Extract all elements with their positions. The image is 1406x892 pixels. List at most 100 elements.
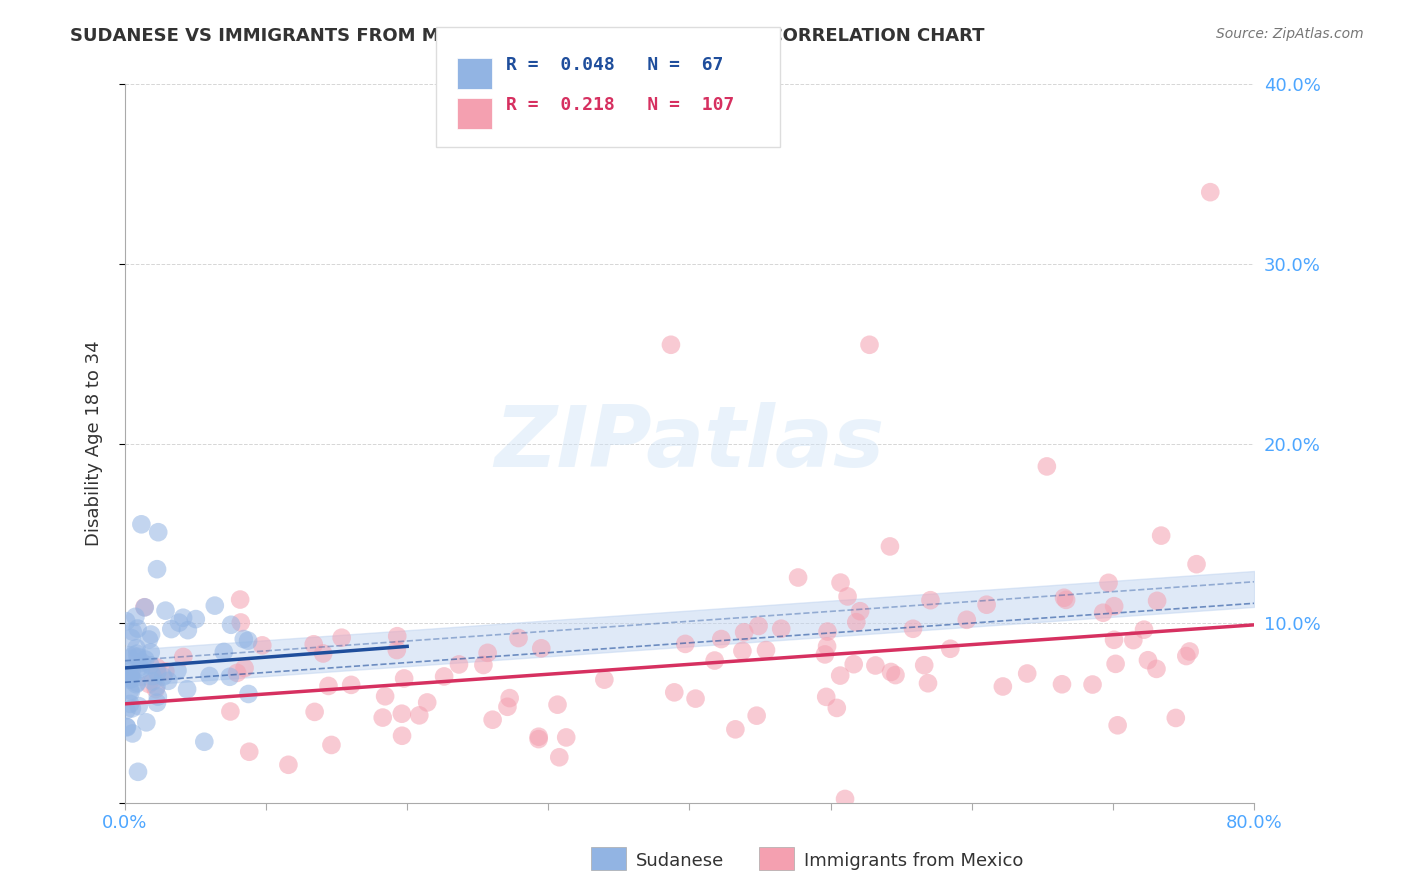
Point: [135, 715, 157, 730]
Point: [129, 659, 152, 673]
Point: [176, 682, 198, 697]
Point: [340, 678, 363, 692]
Point: [1164, 711, 1187, 725]
Point: [120, 668, 142, 682]
Point: [115, 614, 138, 628]
Point: [991, 680, 1014, 694]
Point: [481, 713, 503, 727]
Point: [884, 668, 907, 682]
Point: [1036, 459, 1059, 474]
Point: [1146, 594, 1168, 608]
Point: [555, 731, 578, 745]
Point: [115, 703, 138, 717]
Point: [252, 638, 274, 652]
Point: [1150, 528, 1173, 542]
Point: [817, 624, 839, 639]
Point: [212, 645, 235, 659]
Point: [498, 691, 520, 706]
Point: [1104, 657, 1126, 671]
Point: [685, 691, 707, 706]
Point: [1097, 575, 1119, 590]
Point: [834, 792, 856, 806]
Point: [1146, 662, 1168, 676]
Point: [917, 676, 939, 690]
Point: [204, 599, 226, 613]
Text: Source: ZipAtlas.com: Source: ZipAtlas.com: [1216, 27, 1364, 41]
Point: [1102, 632, 1125, 647]
Point: [238, 745, 260, 759]
Point: [115, 671, 138, 685]
Point: [374, 690, 396, 704]
Point: [219, 617, 242, 632]
Point: [120, 631, 142, 645]
Point: [659, 338, 682, 352]
Point: [142, 674, 165, 689]
Point: [527, 730, 550, 744]
Point: [134, 600, 156, 615]
Point: [238, 687, 260, 701]
Point: [755, 643, 778, 657]
Point: [155, 665, 177, 679]
Point: [770, 622, 793, 636]
Point: [673, 637, 696, 651]
Point: [124, 610, 146, 624]
Point: [117, 661, 139, 675]
Point: [193, 735, 215, 749]
Point: [1053, 591, 1076, 605]
Point: [148, 525, 170, 540]
Point: [1050, 677, 1073, 691]
Point: [232, 632, 254, 646]
Point: [167, 615, 190, 630]
Point: [664, 685, 686, 699]
Text: R =  0.218   N =  107: R = 0.218 N = 107: [506, 95, 734, 113]
Text: Immigrants from Mexico: Immigrants from Mexico: [804, 852, 1024, 870]
Point: [122, 648, 145, 663]
Point: [141, 669, 163, 683]
Point: [956, 613, 979, 627]
Point: [880, 665, 903, 679]
Point: [145, 680, 167, 694]
Point: [1092, 606, 1115, 620]
Point: [139, 627, 162, 641]
Point: [849, 604, 872, 618]
Point: [155, 604, 177, 618]
Point: [447, 657, 470, 672]
Point: [371, 710, 394, 724]
Point: [548, 750, 571, 764]
Point: [117, 648, 139, 663]
Point: [703, 654, 725, 668]
Point: [177, 623, 200, 637]
Point: [115, 720, 138, 734]
Point: [837, 590, 859, 604]
Point: [198, 669, 221, 683]
Point: [321, 738, 343, 752]
Point: [127, 764, 149, 779]
Point: [318, 679, 340, 693]
Point: [138, 677, 160, 691]
Point: [115, 669, 138, 683]
Point: [830, 575, 852, 590]
Point: [815, 640, 838, 654]
Point: [277, 757, 299, 772]
Point: [125, 647, 148, 661]
Point: [134, 652, 156, 666]
Text: SUDANESE VS IMMIGRANTS FROM MEXICO DISABILITY AGE 18 TO 34 CORRELATION CHART: SUDANESE VS IMMIGRANTS FROM MEXICO DISAB…: [70, 27, 984, 45]
Point: [387, 629, 409, 643]
Point: [787, 570, 810, 584]
Point: [391, 729, 413, 743]
Point: [433, 669, 456, 683]
Point: [120, 683, 142, 698]
Point: [508, 631, 530, 645]
Point: [125, 641, 148, 656]
Point: [1054, 592, 1077, 607]
Point: [845, 615, 868, 630]
Point: [710, 632, 733, 646]
Point: [976, 598, 998, 612]
Text: Sudanese: Sudanese: [636, 852, 724, 870]
Point: [416, 695, 439, 709]
Point: [121, 624, 143, 639]
Point: [131, 517, 153, 532]
Point: [901, 622, 924, 636]
Point: [1102, 599, 1125, 614]
Point: [1107, 718, 1129, 732]
